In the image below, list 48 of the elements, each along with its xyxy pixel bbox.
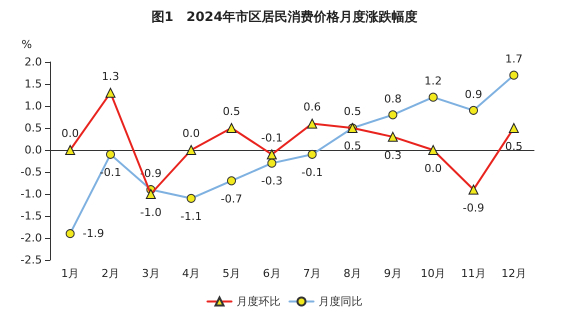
- y-tick-label: 0.0: [24, 144, 42, 156]
- x-tick-label: 5月: [222, 267, 240, 280]
- x-tick-label: 12月: [501, 267, 526, 280]
- data-label: 1.7: [505, 52, 523, 66]
- data-label: 1.2: [424, 74, 442, 88]
- x-tick-label: 8月: [344, 267, 362, 280]
- data-label: 0.3: [384, 148, 402, 162]
- x-tick-label: 3月: [142, 267, 160, 280]
- data-label: 0.5: [344, 105, 362, 118]
- data-label: 0.5: [344, 140, 362, 152]
- y-tick-label: -1.5: [20, 210, 42, 222]
- y-tick-label: 2.0: [24, 56, 42, 68]
- legend-label: 月度同比: [318, 295, 362, 308]
- x-tick-label: 10月: [420, 267, 446, 280]
- y-tick-label: 1.5: [24, 78, 42, 90]
- y-tick-label: -2.0: [20, 232, 42, 244]
- y-axis-title: %: [22, 38, 32, 51]
- y-tick-label: -0.5: [20, 166, 42, 178]
- data-label: -0.3: [261, 174, 283, 188]
- data-label: 0.0: [182, 127, 200, 140]
- y-tick-label: -1.0: [20, 188, 42, 200]
- x-tick-label: 4月: [182, 267, 200, 280]
- data-label: -1.9: [82, 227, 104, 240]
- legend-label: 月度环比: [236, 295, 280, 308]
- chart-title: 图1 2024年市区居民消费价格月度涨跌幅度: [151, 9, 418, 25]
- y-tick-label: -2.5: [20, 254, 42, 266]
- data-label: 0.5: [222, 105, 240, 118]
- data-label: 0.0: [424, 162, 442, 175]
- x-tick-label: 6月: [262, 267, 281, 280]
- y-tick-label: 1.0: [24, 100, 42, 112]
- x-tick-label: 1月: [61, 267, 80, 280]
- data-label: 0.9: [464, 88, 482, 101]
- data-label: -0.7: [220, 192, 242, 206]
- x-tick-label: 7月: [303, 267, 322, 280]
- data-label: 0.0: [61, 127, 79, 140]
- data-label: -0.1: [301, 166, 323, 179]
- data-label: -0.9: [462, 202, 484, 215]
- data-label: 0.8: [384, 92, 402, 106]
- data-label: -1.0: [140, 206, 162, 219]
- data-label: 0.5: [505, 140, 523, 153]
- data-label: -0.1: [261, 131, 283, 144]
- x-tick-label: 9月: [384, 267, 402, 280]
- x-tick-label: 11月: [461, 267, 486, 280]
- data-label: 0.6: [303, 100, 321, 114]
- x-tick-label: 2月: [102, 267, 120, 280]
- data-label: -1.1: [180, 210, 202, 223]
- data-label: 1.3: [102, 70, 120, 83]
- y-tick-label: 0.5: [24, 122, 42, 134]
